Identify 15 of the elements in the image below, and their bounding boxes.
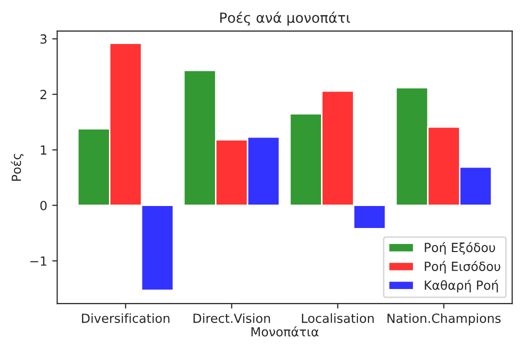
- y-tick-label: −1: [30, 256, 46, 266]
- y-tick-label: 2: [40, 90, 46, 100]
- legend-label: Ροή Εισόδου: [424, 260, 500, 274]
- x-tick-label: Localisation: [302, 313, 374, 323]
- chart-title: Ροές ανά μονοπάτι: [220, 12, 350, 26]
- y-axis-title: Ροές: [10, 154, 24, 181]
- legend-label: Ροή Εξόδου: [424, 242, 496, 255]
- y-tick-label: 0: [40, 200, 47, 210]
- x-tick-label: Direct.Vision: [194, 313, 270, 323]
- x-axis-title: Μονοπάτια: [252, 326, 319, 337]
- x-tick-label: Nation.Champions: [388, 313, 501, 326]
- x-tick-label: Diversification: [82, 313, 170, 323]
- y-tick-label: 3: [40, 34, 46, 44]
- legend-label: Καθαρή Ροή: [424, 280, 498, 292]
- y-tick-label: 1: [40, 145, 46, 155]
